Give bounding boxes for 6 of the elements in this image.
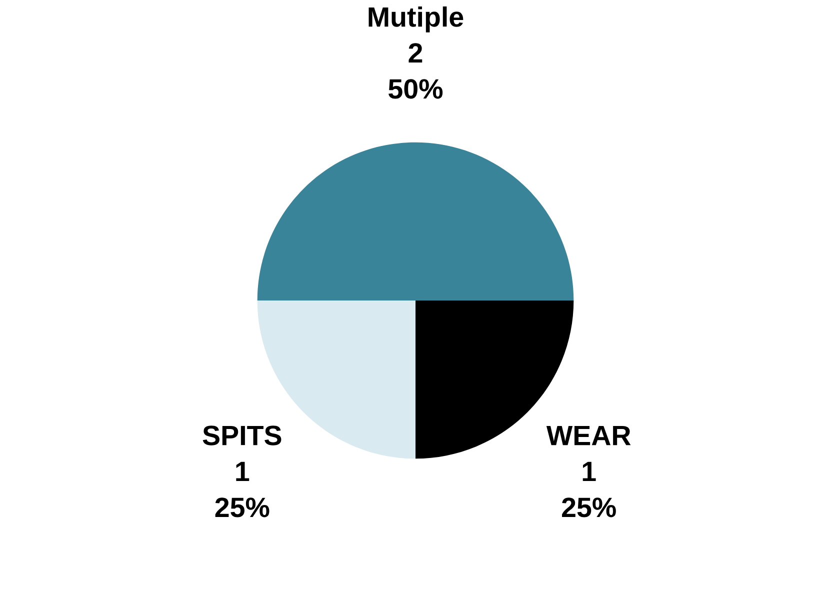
slice-label: Mutiple [368,6,464,32]
slice-label: WEAR [546,426,631,446]
data-label: 2 50% [388,43,443,99]
data-label: 1 25% [215,462,270,518]
slice-label: SPITS [202,426,282,446]
data-label: 1 25% [562,462,616,518]
